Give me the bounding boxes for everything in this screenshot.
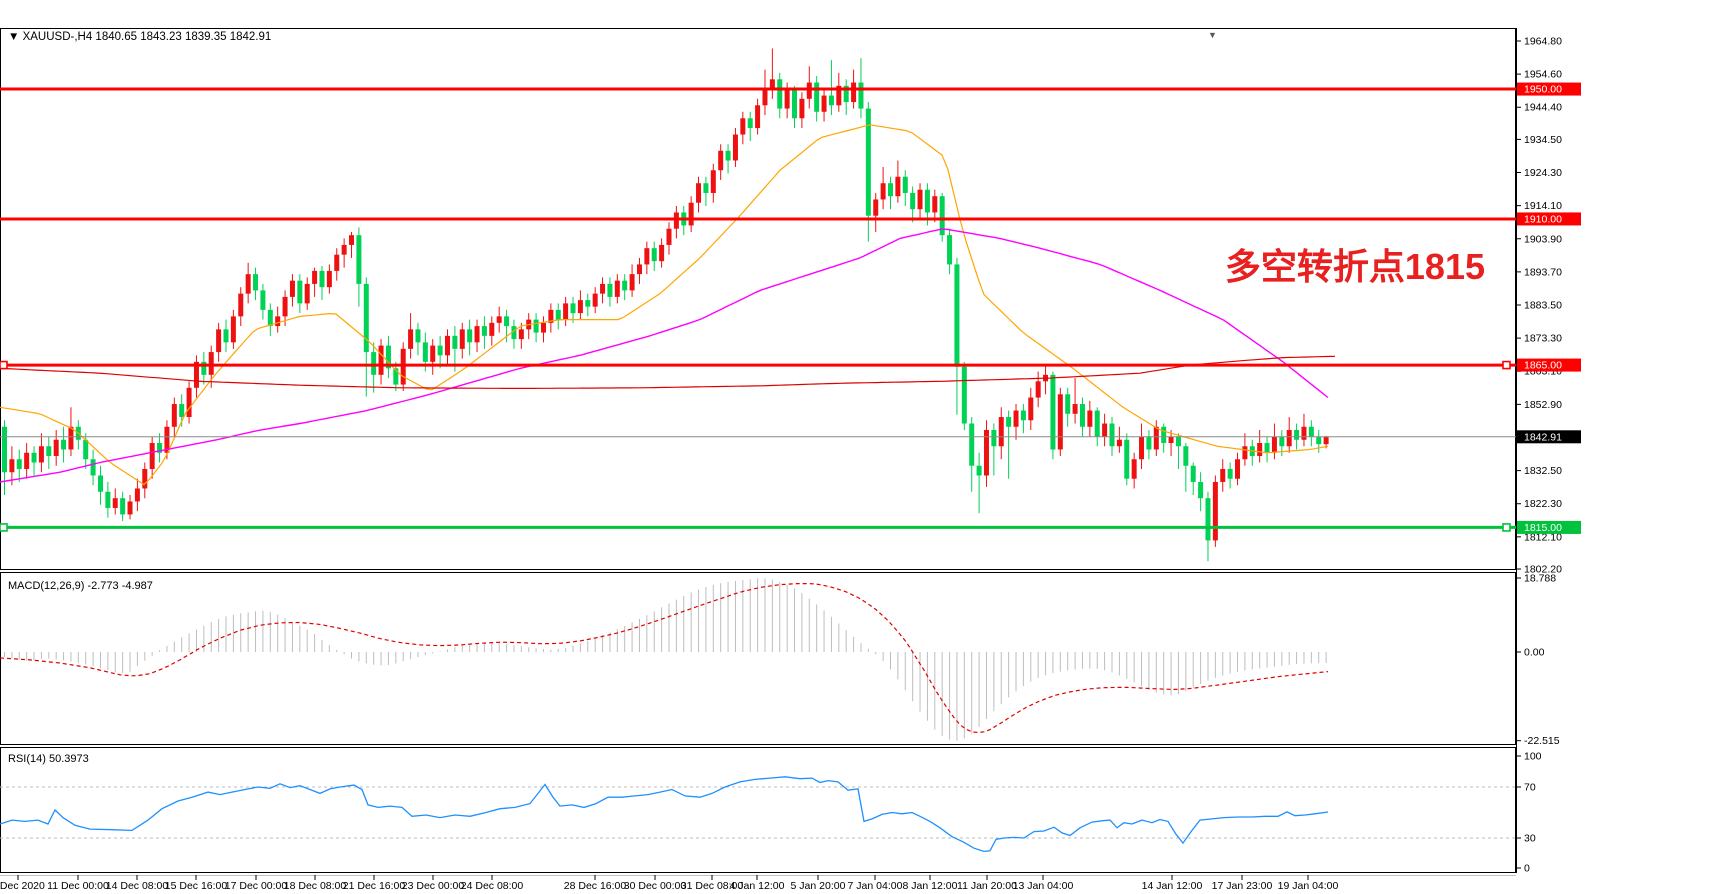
price-tick-label: 1954.60 <box>1524 69 1562 81</box>
time-tick-label: 14 Jan 12:00 <box>1142 880 1203 892</box>
chart-annotation-text[interactable]: 多空转折点1815 <box>1224 246 1485 287</box>
level-price-badge-label: 1950.00 <box>1524 84 1562 96</box>
time-tick-label: 4 Jan 12:00 <box>730 880 785 892</box>
time-tick-label: 11 Jan 20:00 <box>957 880 1017 892</box>
time-tick-label: 5 Jan 20:00 <box>791 880 846 892</box>
hline-handle[interactable] <box>0 360 8 370</box>
level-price-badge <box>1517 520 1581 534</box>
time-tick-label: 30 Dec 00:00 <box>624 880 687 892</box>
time-tick-label: 17 Jan 23:00 <box>1212 880 1273 892</box>
chart-scroll-marker-icon[interactable]: ▼ <box>1208 30 1217 40</box>
rsi-axis-label: 0 <box>1524 863 1530 875</box>
level-price-badge-label: 1910.00 <box>1524 213 1562 225</box>
price-tick-label: 1822.30 <box>1524 498 1562 510</box>
rsi-axis-label: 30 <box>1524 833 1536 845</box>
level-lines <box>0 87 1516 532</box>
time-tick-label: 11 Dec 00:00 <box>47 880 109 892</box>
time-tick-label: 13 Jan 04:00 <box>1013 880 1074 892</box>
price-tick-label: 1852.90 <box>1524 399 1562 411</box>
ma-mid-magenta <box>0 228 1329 483</box>
macd-panel[interactable]: MACD(12,26,9) -2.773 -4.987 <box>0 578 1329 741</box>
macd-axis-label: -22.515 <box>1524 735 1560 747</box>
level-price-badge-label: 1865.00 <box>1524 360 1562 372</box>
rsi-axis-label: 70 <box>1524 782 1536 794</box>
price-tick-label: 1802.20 <box>1524 564 1562 576</box>
price-tick-label: 1914.10 <box>1524 200 1562 212</box>
time-tick-label: 8 Jan 12:00 <box>903 880 958 892</box>
level-price-badge <box>1517 212 1581 226</box>
hline-handle[interactable] <box>0 523 8 532</box>
time-tick-label: 9 Dec 2020 <box>0 880 45 892</box>
time-tick-label: 31 Dec 08:00 <box>681 880 744 892</box>
current-price-badge <box>1517 430 1581 444</box>
price-tick-label: 1873.30 <box>1524 333 1562 345</box>
price-tick-label: 1832.50 <box>1524 465 1562 477</box>
time-tick-label: 17 Dec 00:00 <box>225 880 288 892</box>
time-tick-label: 7 Jan 04:00 <box>848 880 903 892</box>
rsi-label: RSI(14) 50.3973 <box>8 753 89 765</box>
macd-label: MACD(12,26,9) -2.773 -4.987 <box>8 580 153 592</box>
rsi-axis-label: 100 <box>1524 751 1542 763</box>
time-tick-label: 24 Dec 08:00 <box>461 880 524 892</box>
hline-handle[interactable] <box>1502 360 1511 370</box>
time-tick-label: 14 Dec 08:00 <box>106 880 169 892</box>
price-tick-label: 1883.50 <box>1524 300 1562 312</box>
price-tick-label: 1924.30 <box>1524 167 1562 179</box>
macd-signal-line <box>0 582 1329 734</box>
time-tick-label: 28 Dec 16:00 <box>564 880 627 892</box>
price-tick-label: 1934.50 <box>1524 134 1562 146</box>
time-tick-label: 19 Jan 04:00 <box>1278 880 1339 892</box>
ma-slow-red <box>0 355 1336 389</box>
main-price-panel[interactable]: ▼ XAUUSD-,H4 1840.65 1843.23 1839.35 184… <box>0 30 1516 562</box>
price-axis[interactable]: 1964.80 1954.60 1944.40 1934.50 1924.30 1914.… <box>1516 36 1581 875</box>
price-tick-label: 1944.40 <box>1524 102 1562 114</box>
rsi-panel[interactable]: RSI(14) 50.3973 <box>0 753 1516 853</box>
level-price-badge-label: 1815.00 <box>1524 522 1562 534</box>
ma-fast-orange <box>0 124 1329 486</box>
price-tick-label: 1964.80 <box>1524 36 1562 48</box>
time-tick-label: 15 Dec 16:00 <box>165 880 228 892</box>
current-price-badge-label: 1842.91 <box>1524 431 1562 443</box>
macd-histogram <box>4 578 1327 741</box>
candles-layer <box>2 48 1329 562</box>
hline-handle[interactable] <box>1502 523 1511 532</box>
price-tick-label: 1903.90 <box>1524 233 1562 245</box>
price-tick-label: 1812.10 <box>1524 531 1562 543</box>
level-price-badge <box>1517 82 1581 96</box>
symbol-ohlc-title: ▼ XAUUSD-,H4 1840.65 1843.23 1839.35 184… <box>8 31 271 43</box>
price-tick-label: 1893.70 <box>1524 266 1562 278</box>
rsi-line <box>0 776 1329 853</box>
time-tick-label: 21 Dec 16:00 <box>343 880 406 892</box>
macd-axis-label: 18.788 <box>1524 573 1556 585</box>
time-tick-label: 23 Dec 00:00 <box>402 880 465 892</box>
level-price-badge <box>1517 358 1581 372</box>
time-tick-label: 18 Dec 08:00 <box>284 880 347 892</box>
macd-axis-label: 0.00 <box>1524 647 1545 659</box>
